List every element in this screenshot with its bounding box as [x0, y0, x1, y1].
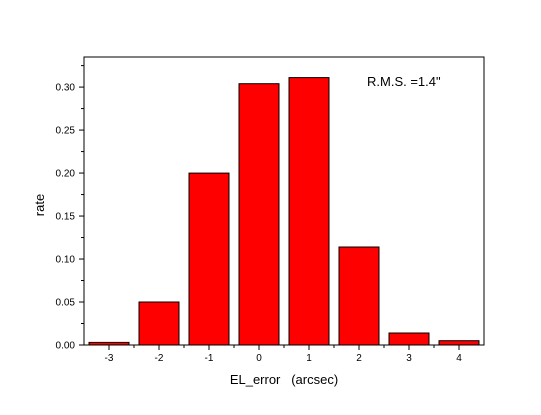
- bar-3: [388, 332, 430, 346]
- x-tick-label: 4: [456, 353, 462, 364]
- x-tick-label: -1: [205, 353, 214, 364]
- y-tick-label: 0.10: [56, 255, 76, 266]
- x-tick-label: 1: [306, 353, 312, 364]
- bar-0: [238, 83, 280, 346]
- y-tick-label: 0.25: [56, 126, 76, 137]
- x-tick-label: -2: [155, 353, 164, 364]
- y-tick-label: 0.00: [56, 341, 76, 352]
- y-axis-title: rate: [32, 194, 47, 216]
- bar--1: [188, 172, 230, 346]
- y-tick-label: 0.30: [56, 83, 76, 94]
- bar--2: [138, 301, 180, 346]
- bars-group: [88, 77, 480, 346]
- x-tick-label: 3: [406, 353, 412, 364]
- y-tick-label: 0.20: [56, 169, 76, 180]
- bar-2: [338, 246, 380, 346]
- x-ticks-group: -3 -2 -1 0 1 2 3 4: [105, 345, 462, 364]
- x-tick-label: 2: [356, 353, 362, 364]
- y-ticks-group: 0.00 0.05 0.10 0.15 0.20 0.25 0.30: [56, 65, 84, 352]
- rms-annotation: R.M.S. =1.4": [367, 74, 441, 89]
- x-axis-title: EL_error (arcsec): [230, 372, 338, 387]
- bar-4: [438, 340, 480, 346]
- y-tick-label: 0.15: [56, 212, 76, 223]
- y-tick-label: 0.05: [56, 298, 76, 309]
- x-tick-label: 0: [256, 353, 262, 364]
- x-tick-label: -3: [105, 353, 114, 364]
- bar-1: [288, 77, 330, 346]
- bar--3: [88, 341, 130, 346]
